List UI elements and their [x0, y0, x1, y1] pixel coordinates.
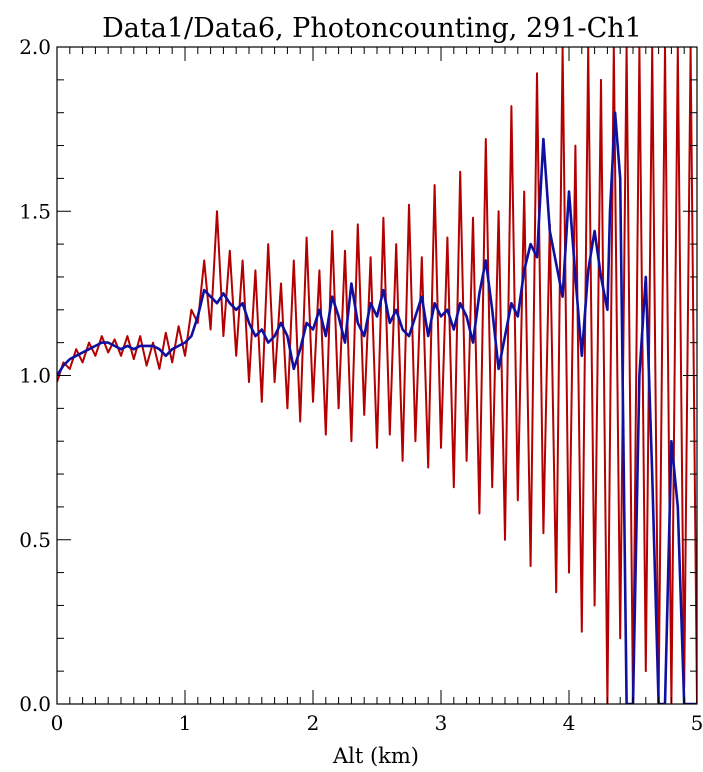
- y-tick-label: 0.0: [19, 692, 51, 716]
- x-tick-label: 4: [563, 711, 576, 735]
- x-tick-label: 2: [307, 711, 320, 735]
- y-tick-label: 0.5: [19, 528, 51, 552]
- y-tick-label: 1.5: [19, 199, 51, 223]
- raw-ratio-line: [57, 47, 697, 704]
- y-tick-label: 1.0: [19, 364, 51, 388]
- x-tick-label: 3: [435, 711, 448, 735]
- y-tick-label: 2.0: [19, 35, 51, 59]
- x-axis-label: Alt (km): [332, 744, 419, 768]
- plot-area: [57, 47, 697, 704]
- x-tick-label: 0: [51, 711, 64, 735]
- x-tick-label: 5: [691, 711, 703, 735]
- chart-title: Data1/Data6, Photoncounting, 291-Ch1: [102, 13, 642, 44]
- smoothed-ratio-line: [57, 111, 697, 704]
- axis-ticks: 0 1 2 3 4 5 0.0 0.5 1.0 1.5 2.0: [19, 35, 703, 735]
- x-tick-label: 1: [179, 711, 192, 735]
